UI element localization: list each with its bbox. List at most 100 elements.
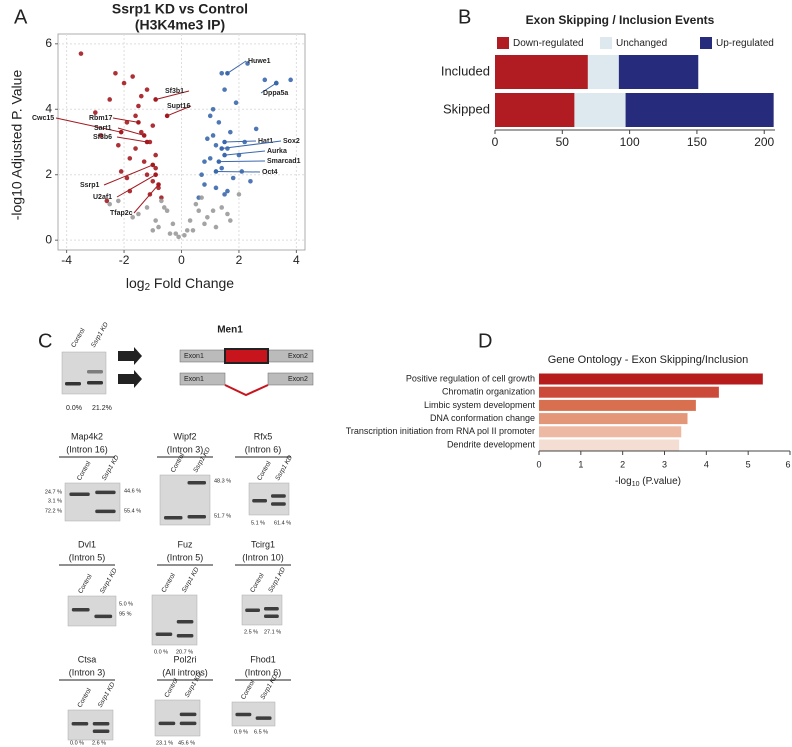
point xyxy=(230,175,236,181)
point xyxy=(153,218,158,223)
percentage: 2.6 % xyxy=(92,740,106,746)
point xyxy=(144,87,150,92)
gel-band xyxy=(264,607,279,611)
point xyxy=(144,205,150,210)
point xyxy=(144,172,150,178)
gene-region: (Intron 3) xyxy=(69,667,106,677)
gene-region: (Intron 6) xyxy=(245,444,282,454)
annotated-point xyxy=(153,172,158,178)
annotated-point xyxy=(219,146,225,151)
point xyxy=(153,152,158,158)
annotation-label: Huwe1 xyxy=(248,58,271,65)
annotated-point xyxy=(144,139,150,145)
gel-band xyxy=(95,490,116,495)
point xyxy=(210,106,216,112)
point xyxy=(207,156,213,161)
percentage: 2.5 % xyxy=(244,629,258,635)
x-axis-label-part: -log xyxy=(615,476,632,487)
gel-band xyxy=(235,712,252,717)
point xyxy=(205,136,210,142)
percentage: 0.9 % xyxy=(234,729,248,735)
point xyxy=(107,97,112,102)
x-tick-label: 2 xyxy=(620,459,625,469)
point xyxy=(156,224,161,230)
annotation-leader xyxy=(166,105,192,117)
bar xyxy=(539,399,696,411)
category-label: Included xyxy=(441,63,490,78)
gel-band xyxy=(271,502,286,506)
x-tick-label: 4 xyxy=(293,253,300,267)
point xyxy=(213,224,219,230)
x-tick-label: 1 xyxy=(578,459,583,469)
x-tick-label: 0 xyxy=(178,253,185,267)
gel-band xyxy=(176,620,194,624)
bar-segment xyxy=(618,55,699,89)
gel-band xyxy=(187,481,206,485)
percentage: 27.1 % xyxy=(264,629,281,635)
annotation-leader xyxy=(117,127,145,136)
category-label: Chromatin organization xyxy=(442,387,535,397)
included-exon xyxy=(224,348,269,364)
point xyxy=(150,123,156,128)
exon-box xyxy=(179,372,226,386)
point xyxy=(133,146,138,151)
point xyxy=(262,77,268,83)
exon-box xyxy=(267,372,314,386)
point xyxy=(187,218,193,223)
annotation-leader xyxy=(224,150,266,156)
point xyxy=(156,185,161,191)
x-tick-label: 100 xyxy=(620,135,640,149)
annotation-leader xyxy=(155,90,190,100)
point xyxy=(153,165,158,171)
percentage: 21.2% xyxy=(92,405,112,412)
exon-label: Exon2 xyxy=(288,353,308,360)
gel-image xyxy=(154,699,201,737)
point xyxy=(150,178,156,184)
point xyxy=(98,133,104,138)
gel-band xyxy=(87,370,103,374)
bar xyxy=(539,373,763,385)
y-axis-label: -log10 Adjusted P. Value xyxy=(9,70,25,221)
bar-segment xyxy=(625,93,774,127)
gene-region: (Intron 16) xyxy=(66,444,108,454)
point xyxy=(93,110,98,115)
gene-name: Pol2ri xyxy=(173,654,196,664)
panel-label: D xyxy=(478,330,492,352)
gel-band xyxy=(176,634,194,638)
annotation-leader xyxy=(215,170,261,173)
annotation-label: Smarcad1 xyxy=(267,158,301,165)
gene-region: (Intron 3) xyxy=(167,444,204,454)
point xyxy=(242,139,247,145)
x-tick-label: 0 xyxy=(492,135,499,149)
annotation-label: Rbm17 xyxy=(89,115,112,122)
gene-region: (Intron 5) xyxy=(69,552,106,562)
percentage: 20.7 % xyxy=(176,649,193,655)
point xyxy=(173,231,179,236)
point xyxy=(141,159,147,164)
annotated-point xyxy=(153,97,158,102)
category-label: Limbic system development xyxy=(424,400,536,410)
point xyxy=(199,195,204,200)
point xyxy=(222,87,227,92)
point xyxy=(130,74,135,79)
annotated-point xyxy=(216,159,222,164)
gel-band xyxy=(179,721,197,726)
gel-band xyxy=(158,721,176,726)
annotation-label: Dppa5a xyxy=(263,90,288,97)
x-tick-label: 50 xyxy=(556,135,570,149)
point xyxy=(133,113,138,119)
annotation-leader xyxy=(260,82,277,94)
percentage: 55.4 % xyxy=(124,508,141,514)
x-tick-label: 3 xyxy=(662,459,667,469)
percentage: 45.6 % xyxy=(178,740,195,746)
percentage: 5.1 % xyxy=(251,520,265,526)
category-label: Positive regulation of cell growth xyxy=(406,373,535,383)
chart-subtitle: (H3K4me3 IP) xyxy=(135,17,225,33)
gene-name: Wipf2 xyxy=(173,431,196,441)
x-axis-label-part: 2 xyxy=(145,282,150,293)
bar xyxy=(539,426,682,438)
percentage: 44.6 % xyxy=(124,488,141,494)
exon-label: Exon1 xyxy=(184,353,204,360)
annotated-point xyxy=(222,152,227,158)
annotation-leader xyxy=(116,136,148,143)
